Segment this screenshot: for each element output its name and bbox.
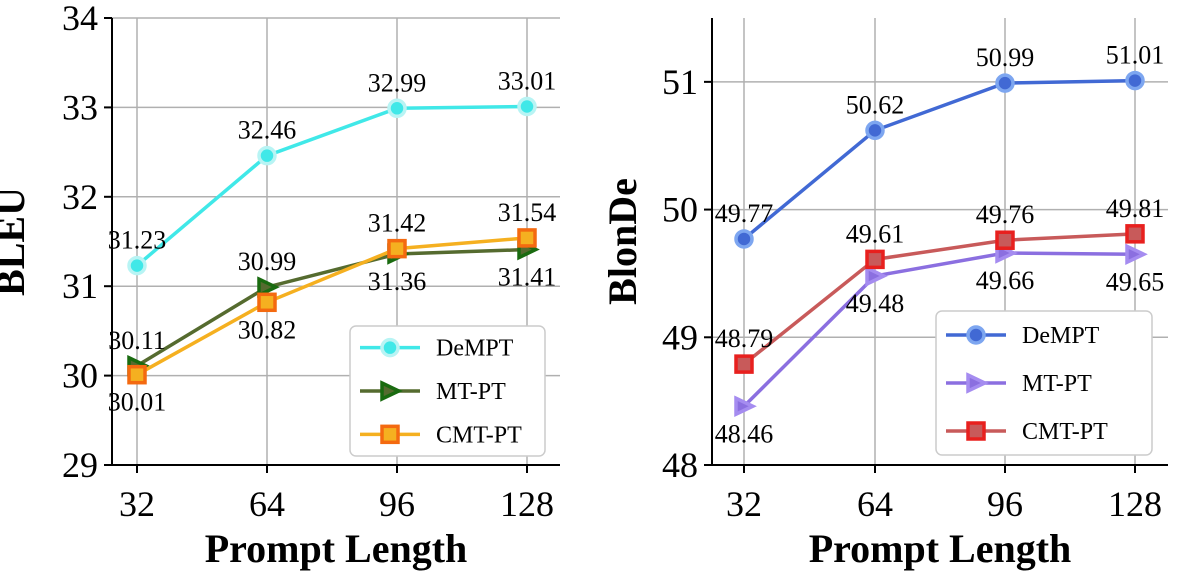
y-tick-label: 48 <box>662 445 698 485</box>
data-point <box>257 276 280 298</box>
data-label: 49.65 <box>1106 267 1165 296</box>
legend-marker <box>380 337 400 358</box>
y-tick-label: 49 <box>662 317 698 357</box>
data-point <box>995 230 1015 250</box>
data-point <box>865 249 885 270</box>
data-point <box>995 73 1015 93</box>
data-point <box>1125 70 1145 91</box>
legend-marker <box>380 380 403 402</box>
data-label: 49.81 <box>1106 194 1165 223</box>
legend-label: MT-PT <box>1022 371 1092 397</box>
data-label: 49.66 <box>976 266 1035 295</box>
x-tick-label: 32 <box>119 484 155 524</box>
data-point <box>1125 224 1145 244</box>
y-tick-label: 33 <box>62 87 98 127</box>
series-line <box>135 104 528 267</box>
series-cmt-pt: 30.01 30.82 31.42 31.54 <box>108 198 557 417</box>
data-label: 32.99 <box>368 68 427 97</box>
legend-label: DeMPT <box>436 336 514 362</box>
series-line <box>136 236 528 377</box>
legend: DeMPT MT-PT CMT-PT <box>349 325 546 457</box>
y-tick-label: 31 <box>62 266 98 306</box>
data-label: 30.11 <box>108 326 166 355</box>
x-axis-title: Prompt Length <box>205 526 468 571</box>
data-label: 31.23 <box>108 226 167 255</box>
legend-label: DeMPT <box>1022 323 1100 349</box>
data-point <box>865 265 888 287</box>
data-label: 50.62 <box>846 90 905 119</box>
data-label: 49.76 <box>976 200 1035 229</box>
x-tick-label: 128 <box>500 484 554 524</box>
y-tick-label: 29 <box>62 445 98 485</box>
data-label: 33.01 <box>498 67 557 96</box>
y-tick-label: 32 <box>62 177 98 217</box>
data-label: 30.82 <box>238 315 297 344</box>
chart-1: 29 30 31 32 33 34 32 64 96 128 Prompt Length BLEU 31… <box>0 0 560 571</box>
data-label: 30.99 <box>238 247 297 276</box>
x-tick-label: 64 <box>249 484 285 524</box>
x-tick-label: 128 <box>1108 484 1162 524</box>
x-tick-label: 96 <box>987 484 1023 524</box>
series-line <box>742 78 1136 241</box>
data-point <box>734 395 757 418</box>
data-label: 31.42 <box>368 209 427 238</box>
x-tick-label: 64 <box>857 484 893 524</box>
series-mt-pt: 48.46 49.48 49.66 49.65 <box>715 242 1165 448</box>
data-label: 31.54 <box>498 198 557 227</box>
data-label: 30.01 <box>108 388 167 417</box>
data-point <box>127 364 147 385</box>
data-label: 31.41 <box>498 263 557 292</box>
data-label: 51.01 <box>1106 41 1165 70</box>
data-label: 31.36 <box>368 267 427 296</box>
y-tick-label: 30 <box>62 356 98 396</box>
data-point <box>257 292 277 313</box>
y-tick-label: 34 <box>62 0 98 38</box>
y-axis-title: BLEU <box>0 187 33 296</box>
data-label: 50.99 <box>976 43 1035 72</box>
legend-marker <box>966 372 989 394</box>
data-point <box>127 255 147 276</box>
series-line <box>742 251 1136 408</box>
legend-marker <box>380 424 400 445</box>
y-axis-title: BlonDe <box>600 178 645 305</box>
legend-label: CMT-PT <box>436 422 522 448</box>
legend-marker <box>966 325 986 345</box>
x-tick-label: 96 <box>379 484 415 524</box>
legend-frame <box>935 310 1153 456</box>
data-point <box>734 229 754 249</box>
series-mt-pt: 30.11 30.99 31.36 31.41 <box>108 238 557 377</box>
y-tick-label: 50 <box>662 190 698 230</box>
series-line <box>742 232 1136 366</box>
data-point <box>734 354 754 374</box>
data-point <box>387 238 407 259</box>
series-dempt: 31.23 32.46 32.99 33.01 <box>108 67 557 276</box>
data-label: 49.77 <box>715 199 774 228</box>
data-label: 49.48 <box>846 289 905 318</box>
legend-label: MT-PT <box>436 379 506 405</box>
data-point <box>517 228 537 248</box>
data-label: 48.79 <box>715 324 774 353</box>
data-label: 49.61 <box>846 219 905 248</box>
x-tick-label: 32 <box>726 484 762 524</box>
data-point <box>257 145 277 166</box>
legend-marker <box>966 421 986 441</box>
series-dempt: 49.77 50.62 50.99 51.01 <box>715 41 1165 249</box>
x-axis-title: Prompt Length <box>809 526 1072 571</box>
data-point <box>517 96 537 117</box>
data-label: 48.46 <box>715 419 774 448</box>
series-line <box>136 247 528 368</box>
data-point <box>865 120 885 141</box>
legend-frame <box>349 325 546 457</box>
data-label: 32.46 <box>238 116 297 145</box>
data-point <box>1125 243 1148 266</box>
y-tick-label: 51 <box>662 62 698 102</box>
chart-2: 48 49 50 51 32 64 96 128 Prompt Length BlonDe 49.7… <box>600 18 1168 571</box>
legend-label: CMT-PT <box>1022 419 1108 445</box>
series-cmt-pt: 48.79 49.61 49.76 49.81 <box>715 194 1165 374</box>
data-point <box>387 98 407 119</box>
legend: DeMPT MT-PT CMT-PT <box>935 310 1153 456</box>
